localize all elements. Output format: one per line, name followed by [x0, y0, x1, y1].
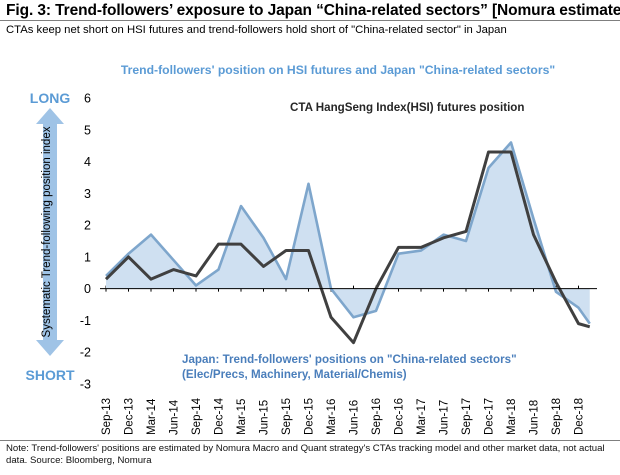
y-tick-label: 1 — [84, 250, 91, 264]
figure-title: Fig. 3: Trend-followers’ exposure to Jap… — [6, 2, 620, 19]
x-tick-label: Sep-18 — [551, 398, 563, 435]
x-tick-label: Jun-15 — [259, 400, 271, 435]
x-tick-label: Sep-15 — [281, 398, 293, 435]
x-tick-label: Sep-14 — [191, 397, 203, 435]
y-label-long: LONG — [30, 90, 71, 106]
plot-area — [104, 141, 591, 345]
chart-title: Trend-followers' position on HSI futures… — [121, 63, 555, 77]
x-tick-label: Mar-14 — [146, 398, 158, 435]
japan-series-annotation-sectors: (Elec/Precs, Machinery, Material/Chemis) — [182, 368, 407, 381]
x-tick-label: Dec-14 — [214, 397, 226, 435]
footer-divider — [0, 440, 620, 441]
hsi-series-annotation: CTA HangSeng Index(HSI) futures position — [290, 101, 524, 114]
y-axis-label: Systematic Trend-following position inde… — [41, 126, 53, 337]
x-tick-label: Mar-17 — [416, 399, 428, 435]
y-tick-label: 6 — [84, 92, 91, 106]
x-tick-label: Sep-16 — [371, 398, 383, 435]
x-tick-label: Mar-16 — [326, 399, 338, 435]
x-tick-label: Mar-15 — [236, 399, 248, 435]
figure-subtitle: CTAs keep net short on HSI futures and t… — [6, 24, 507, 36]
y-tick-label: 2 — [84, 219, 91, 233]
x-tick-label: Jun-18 — [529, 400, 541, 435]
y-tick-label: 3 — [84, 187, 91, 201]
x-tick-label: Jun-16 — [349, 400, 361, 435]
x-tick-label: Mar-18 — [506, 399, 518, 435]
x-tick-label: Sep-13 — [101, 398, 113, 435]
x-tick-label: Dec-16 — [394, 398, 406, 435]
footnote: Note: Trend-followers' positions are est… — [6, 443, 605, 466]
y-tick-label: -2 — [80, 346, 91, 360]
y-tick-label: 4 — [84, 155, 91, 169]
hsi-series-line — [104, 150, 591, 345]
y-tick-label: 0 — [84, 282, 91, 296]
japan-series-area — [106, 142, 590, 324]
y-axis: -3 -2 -1 0 1 2 3 4 5 6 — [80, 92, 91, 392]
x-tick-label: Dec-15 — [304, 398, 316, 435]
x-tick-label: Jun-17 — [439, 400, 451, 435]
title-divider — [0, 20, 620, 21]
japan-series-annotation: Japan: Trend-followers' positions on "Ch… — [182, 353, 517, 366]
y-axis-arrow: Systematic Trend-following position inde… — [36, 108, 64, 356]
double-arrow-icon — [36, 108, 64, 356]
x-tick-label: Dec-13 — [124, 398, 136, 435]
x-tick-label: Dec-17 — [484, 398, 496, 435]
x-axis: Sep-13 Dec-13 Mar-14 Jun-14 Sep-14 Dec-14 Mar-… — [101, 285, 586, 435]
y-tick-label: 5 — [84, 123, 91, 137]
x-tick-label: Dec-18 — [574, 398, 586, 435]
y-tick-label: -1 — [80, 314, 91, 328]
y-tick-label: -3 — [80, 378, 91, 392]
japan-series-line — [105, 141, 591, 325]
y-label-short: SHORT — [26, 367, 75, 383]
x-tick-label: Sep-17 — [461, 398, 473, 435]
x-tick-label: Jun-14 — [169, 399, 181, 435]
